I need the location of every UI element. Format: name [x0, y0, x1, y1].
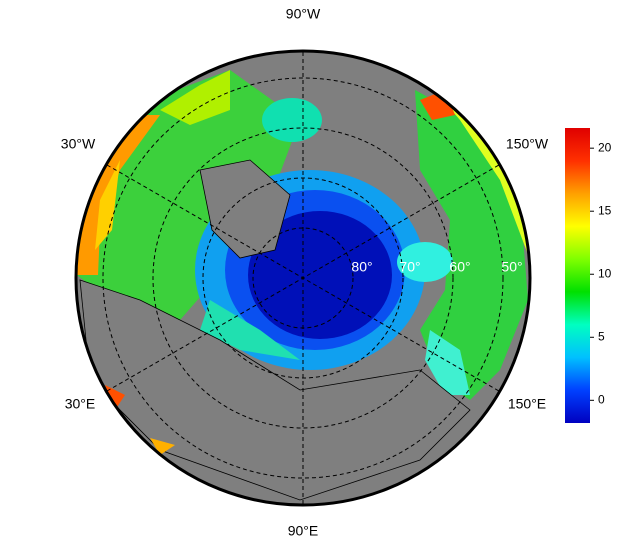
latitude-label: 80° [351, 259, 372, 275]
longitude-label: 30°W [61, 136, 96, 152]
latitude-label: 70° [399, 259, 420, 275]
colorbar-tick-label: 0 [598, 392, 605, 406]
colorbar-tick-label: 5 [598, 329, 605, 343]
longitude-label: 150°E [508, 396, 546, 412]
latitude-label: 50° [501, 259, 522, 275]
longitude-label: 90°E [288, 523, 319, 539]
colorbar [565, 128, 590, 423]
map-border [74, 49, 532, 507]
colorbar-tick-label: 10 [598, 266, 612, 280]
colorbar-tick-label: 20 [598, 140, 612, 154]
graticule-labels: 90°W 30°W 150°W 30°E 150°E 90°E 80° 70° … [61, 6, 549, 539]
latitude-label: 60° [449, 259, 470, 275]
longitude-label: 30°E [65, 396, 96, 412]
longitude-label: 90°W [286, 6, 321, 22]
colorbar-tick-label: 15 [598, 203, 612, 217]
longitude-label: 150°W [506, 136, 549, 152]
